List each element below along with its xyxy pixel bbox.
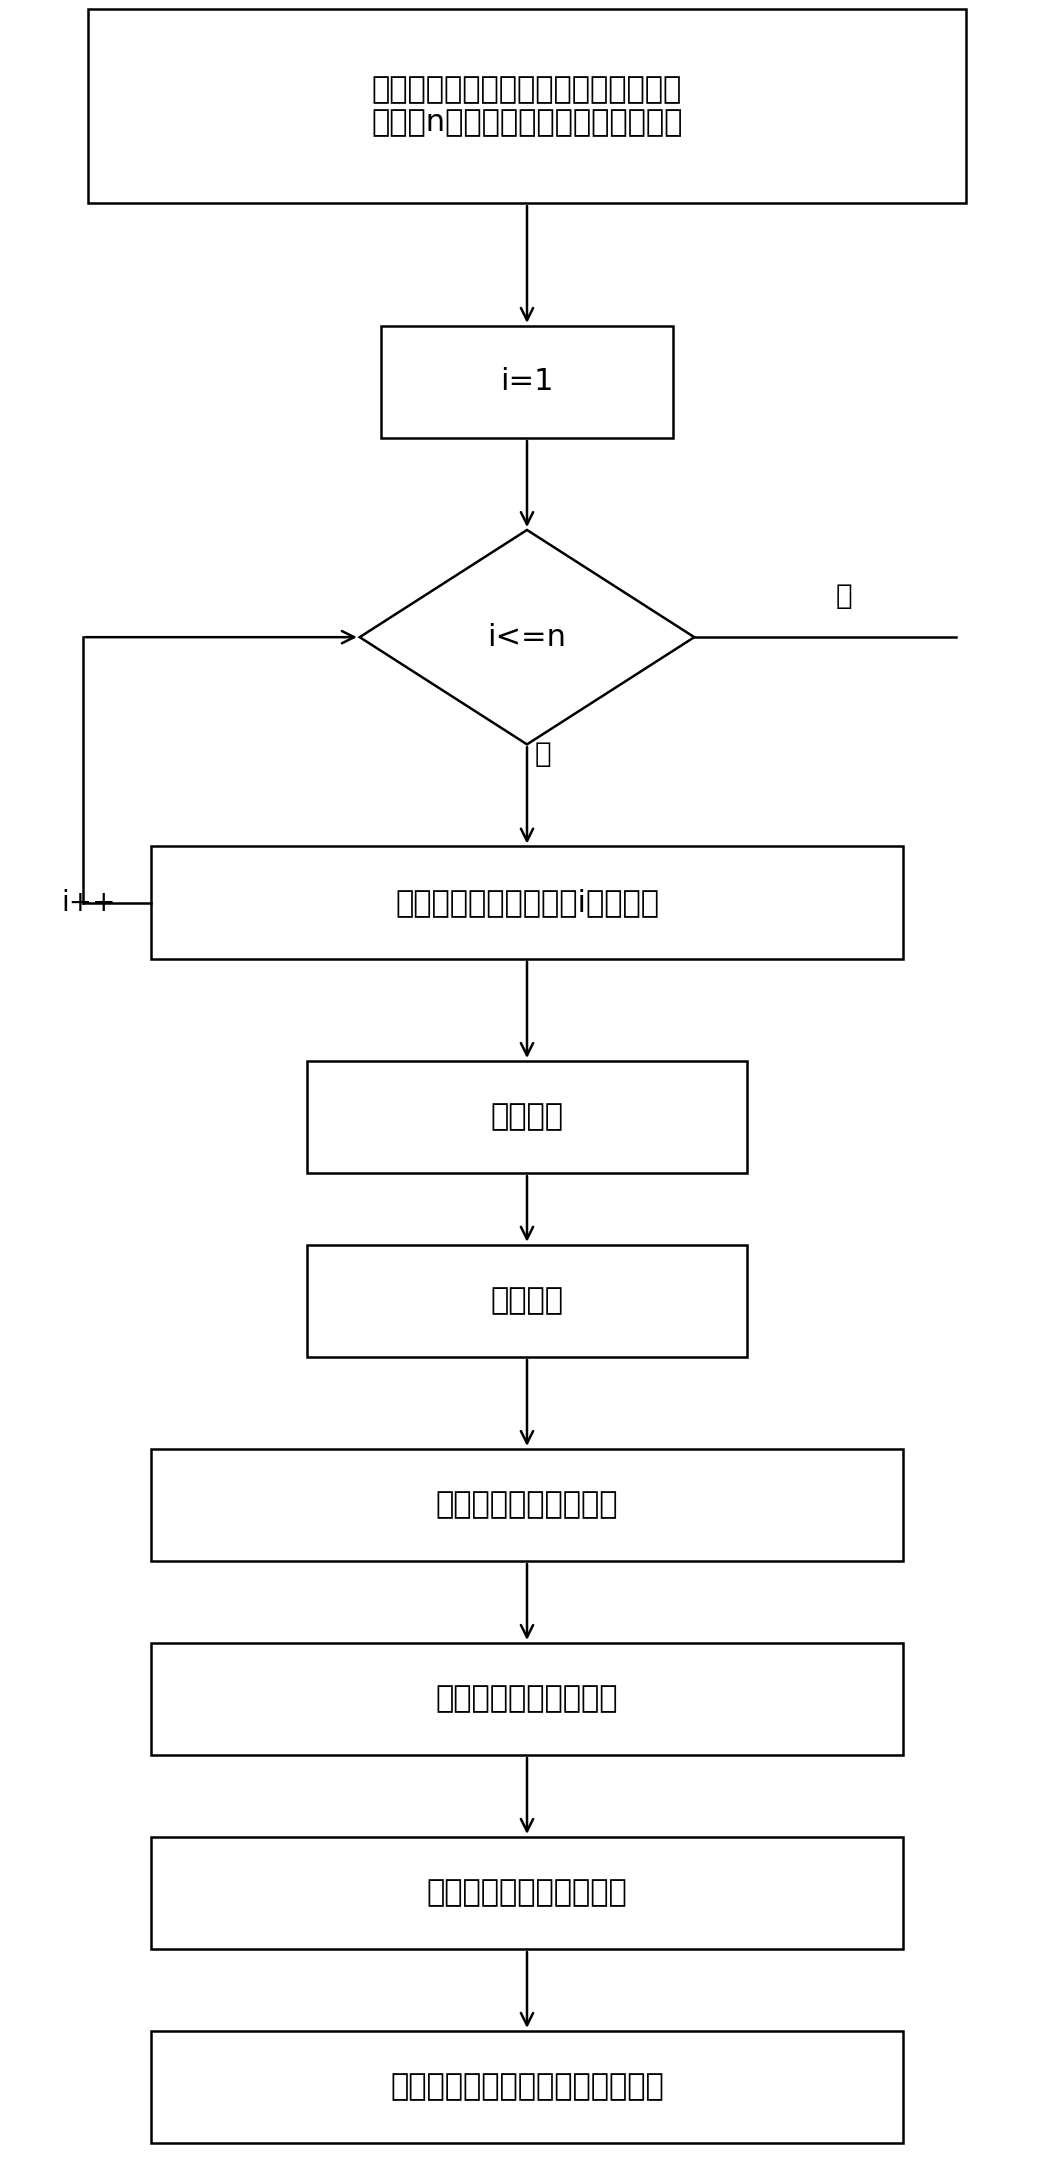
Text: 是: 是 [534, 740, 551, 768]
Bar [151, 2030, 903, 2144]
Text: 在每个中心位置顺序扫描: 在每个中心位置顺序扫描 [427, 1877, 627, 1908]
Bar [151, 1644, 903, 1755]
Text: 确定每个组的中心位置: 确定每个组的中心位置 [435, 1491, 619, 1519]
Text: 否: 否 [836, 583, 852, 611]
Text: 确认定位: 确认定位 [490, 1102, 564, 1131]
Bar [308, 1061, 746, 1172]
Text: 在每个中心位置做校准: 在每个中心位置做校准 [435, 1685, 619, 1714]
Text: i++: i++ [62, 888, 116, 917]
Bar [151, 847, 903, 958]
Text: i<=n: i<=n [488, 622, 566, 653]
Bar [151, 1836, 903, 1949]
Text: 对扫描协议内的定位框i进行定位: 对扫描协议内的定位框i进行定位 [395, 888, 659, 917]
Bar [87, 9, 967, 203]
Text: 启动扫描: 启动扫描 [490, 1286, 564, 1316]
Bar [308, 1244, 746, 1358]
Text: 大范围扫描对应一个扫描协议，协议内
部设置n个组，每个组对应一个定位框: 大范围扫描对应一个扫描协议，协议内 部设置n个组，每个组对应一个定位框 [371, 74, 683, 138]
Text: 所有扫描协议扫描完成，扫描结束: 所有扫描协议扫描完成，扫描结束 [390, 2072, 664, 2102]
Bar [380, 325, 674, 439]
Bar [151, 1450, 903, 1561]
Polygon shape [359, 530, 695, 744]
Text: i=1: i=1 [501, 367, 553, 397]
